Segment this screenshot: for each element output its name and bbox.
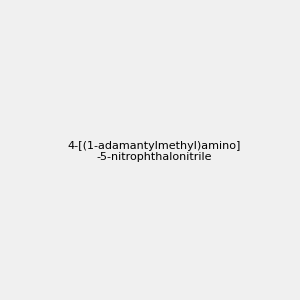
- Text: 4-[(1-adamantylmethyl)amino]
-5-nitrophthalonitrile: 4-[(1-adamantylmethyl)amino] -5-nitropht…: [67, 141, 240, 162]
